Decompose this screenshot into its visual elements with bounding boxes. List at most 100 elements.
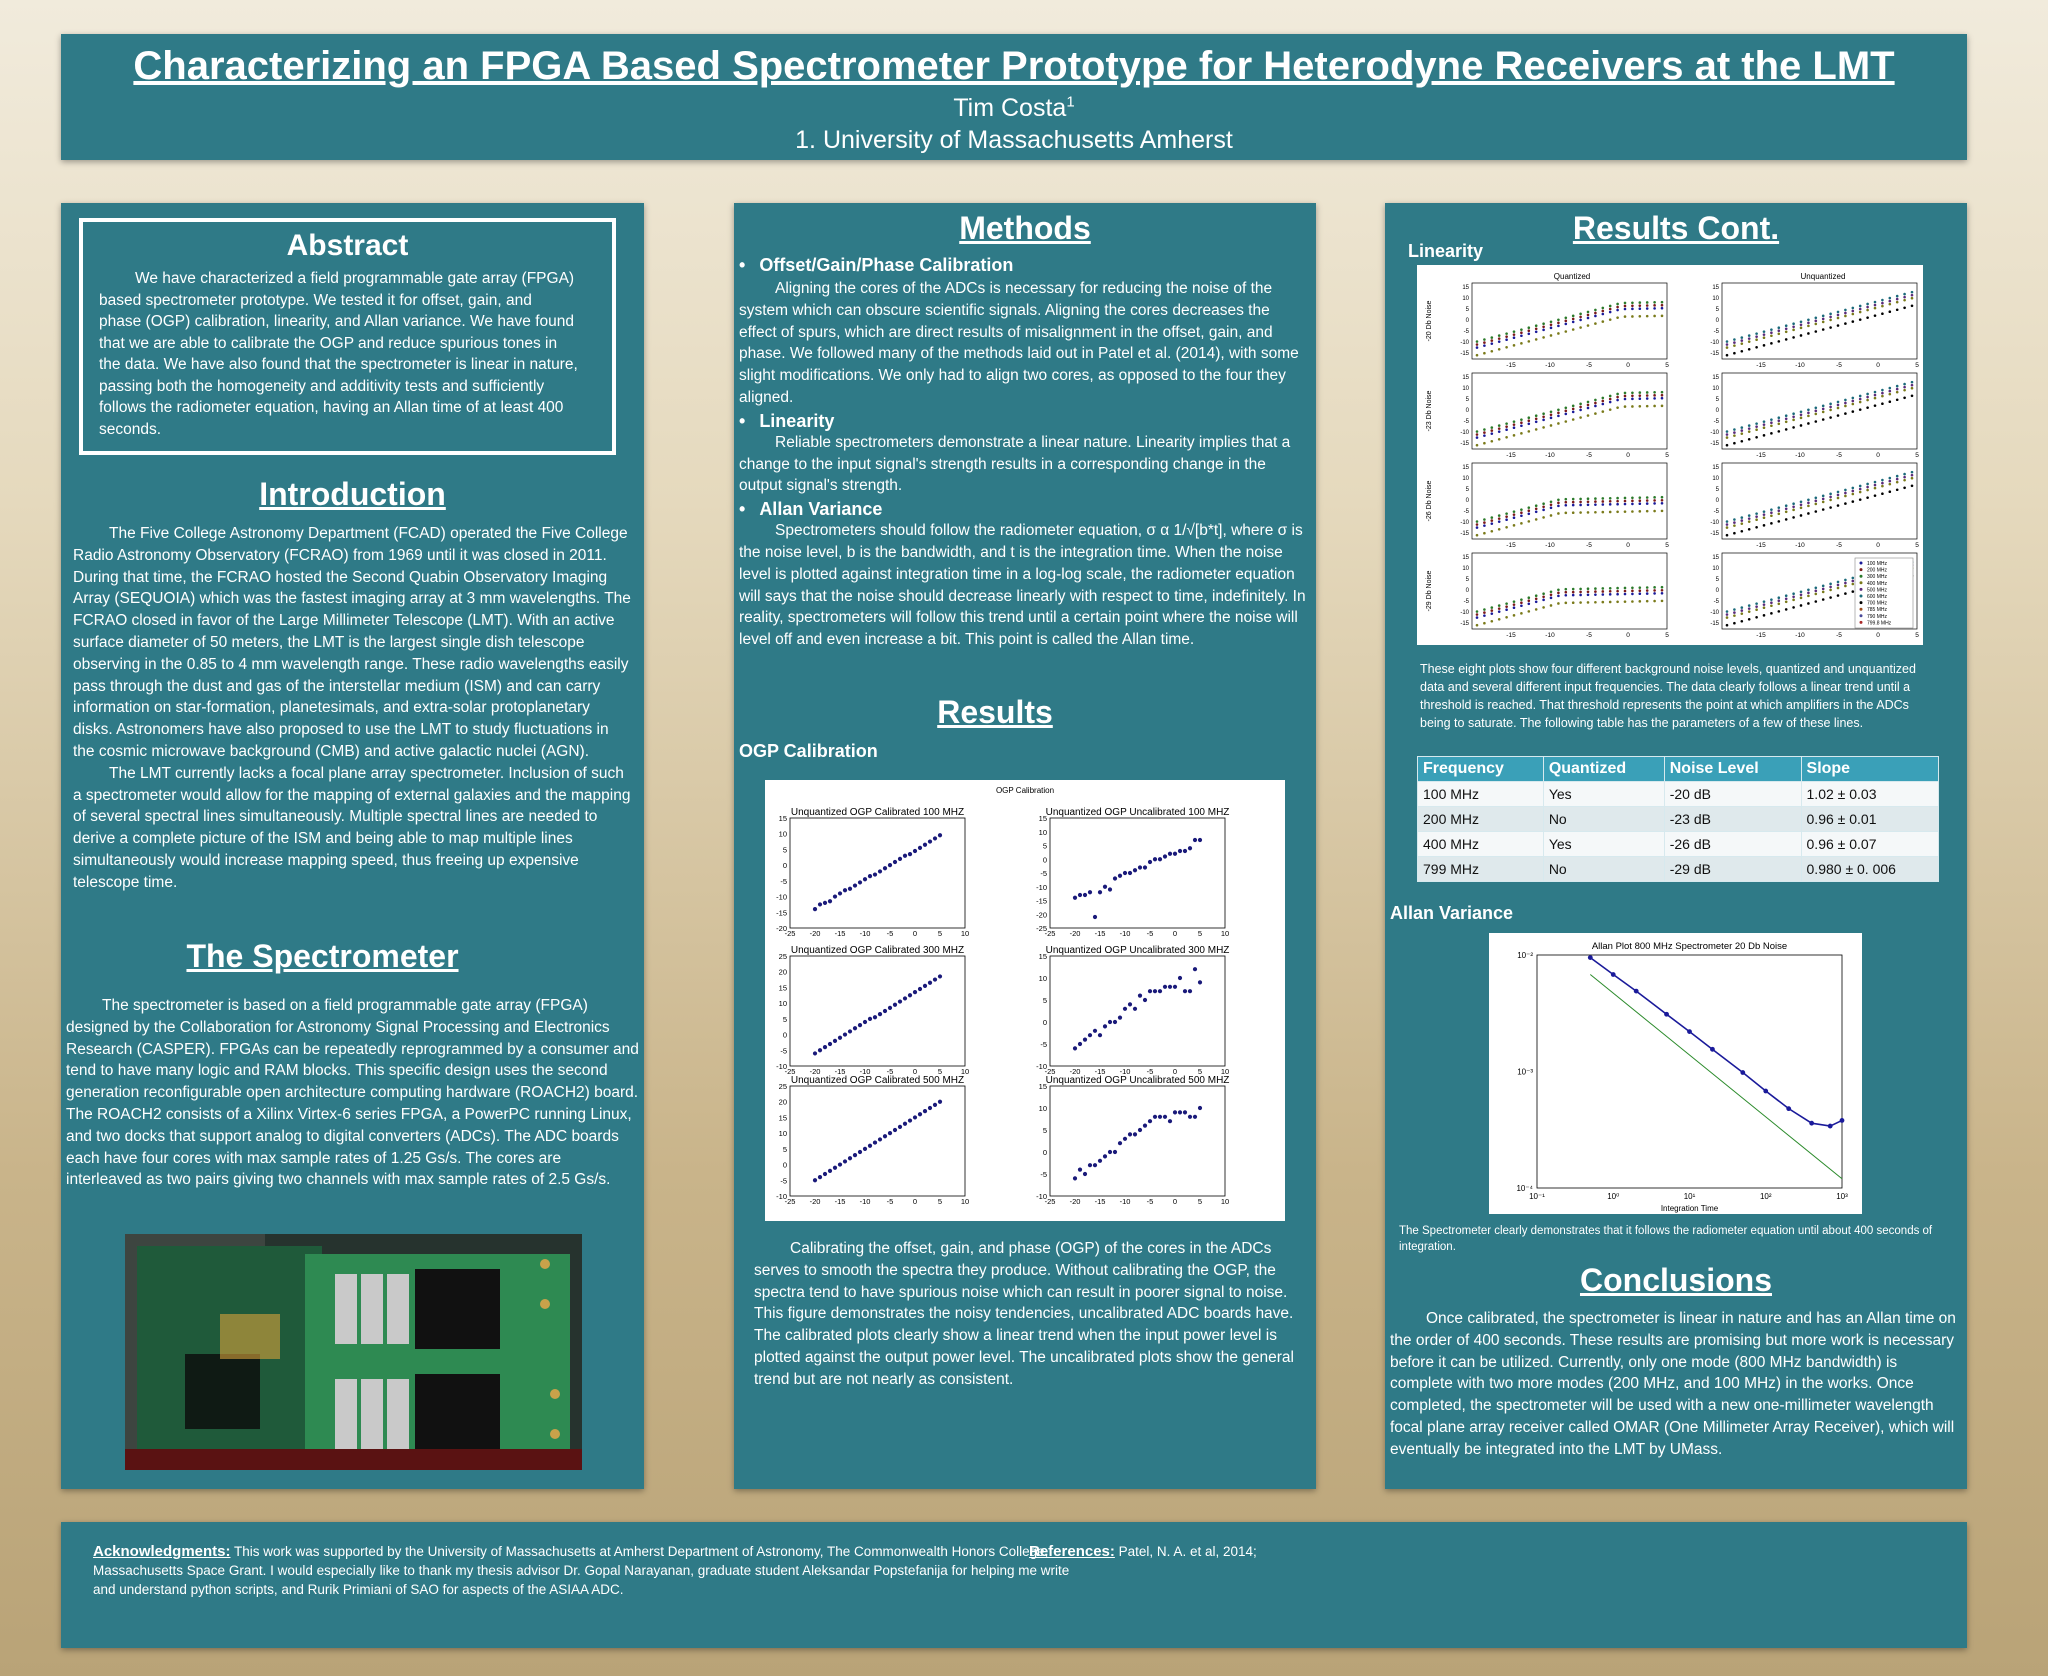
data-point xyxy=(1483,341,1486,344)
data-point xyxy=(1594,322,1597,325)
x-tick-label: 10 xyxy=(1221,929,1229,938)
y-tick-label: 10 xyxy=(1039,828,1047,837)
data-point xyxy=(817,1048,823,1053)
table-cell: 0.980 ± 0. 006 xyxy=(1800,856,1940,882)
data-point xyxy=(1549,503,1553,507)
data-point xyxy=(1623,301,1627,305)
data-point xyxy=(1497,340,1501,343)
data-point xyxy=(1542,505,1545,509)
data-point xyxy=(1549,410,1553,414)
data-point xyxy=(1784,594,1788,598)
data-point xyxy=(1534,327,1538,331)
data-point xyxy=(1910,296,1914,300)
x-tick-label: -20 xyxy=(1070,1067,1081,1076)
data-point xyxy=(1777,422,1781,426)
data-point xyxy=(822,1045,828,1050)
data-point xyxy=(1740,529,1744,533)
data-point xyxy=(1182,848,1188,854)
data-point xyxy=(1814,420,1818,423)
acknowledgments: Acknowledgments: This work was supported… xyxy=(93,1542,1078,1599)
data-point xyxy=(1571,497,1575,501)
data-point xyxy=(1122,1006,1128,1011)
measured-point xyxy=(1687,1029,1692,1035)
x-tick-label: -10 xyxy=(1120,929,1131,938)
data-point xyxy=(1653,301,1656,304)
data-point xyxy=(1579,601,1582,604)
table-header: Quantized xyxy=(1542,756,1665,782)
data-point xyxy=(1755,518,1758,521)
data-point xyxy=(1836,400,1840,404)
data-point xyxy=(1888,490,1892,494)
abstract-box: Abstract We have characterized a field p… xyxy=(77,216,618,457)
data-point xyxy=(1579,312,1582,316)
x-tick-label: 10³ xyxy=(1836,1192,1848,1201)
data-point xyxy=(1762,513,1766,516)
data-point xyxy=(1616,392,1619,396)
y-tick-label: 0 xyxy=(1466,408,1470,414)
data-point xyxy=(1784,414,1788,418)
data-point xyxy=(1579,511,1582,514)
data-point xyxy=(1844,578,1847,582)
subplot-frame xyxy=(1049,955,1226,1067)
data-point xyxy=(877,1012,883,1017)
data-point xyxy=(1844,494,1847,498)
data-point xyxy=(1631,394,1634,398)
data-point xyxy=(1082,1037,1088,1042)
data-point xyxy=(1725,520,1729,523)
data-point xyxy=(1770,511,1773,515)
data-point xyxy=(1660,300,1664,304)
spectrometer-title: The Spectrometer xyxy=(186,938,459,974)
data-point xyxy=(1821,317,1825,321)
x-tick-label: -5 xyxy=(1836,632,1842,639)
x-tick-label: -20 xyxy=(810,929,821,938)
data-point xyxy=(1725,610,1729,613)
data-point xyxy=(1770,421,1773,425)
data-point xyxy=(1564,503,1568,507)
data-point xyxy=(1092,914,1098,920)
data-point xyxy=(1557,504,1560,508)
data-point xyxy=(1777,520,1781,523)
data-point xyxy=(1087,1033,1093,1038)
data-point xyxy=(1512,606,1516,610)
table-row: 200 MHz No -23 dB 0.96 ± 0.01 xyxy=(1417,806,1940,832)
data-point xyxy=(1645,304,1649,307)
acknowledgments-label: Acknowledgments: xyxy=(93,1543,231,1560)
data-point xyxy=(1483,351,1486,355)
data-point xyxy=(927,839,933,844)
data-point xyxy=(1601,590,1605,593)
data-point xyxy=(1157,1114,1163,1119)
data-point xyxy=(1192,837,1198,843)
data-point xyxy=(1792,592,1795,596)
data-point xyxy=(1873,390,1877,394)
data-point xyxy=(912,990,918,995)
data-point xyxy=(1836,583,1840,587)
data-point xyxy=(1638,589,1642,592)
x-tick-label: 0 xyxy=(1876,452,1880,459)
data-point xyxy=(1725,340,1729,343)
data-point xyxy=(917,986,923,992)
x-tick-label: -15 xyxy=(1095,1067,1106,1076)
data-point xyxy=(1829,408,1832,412)
table-cell: 0.96 ± 0.07 xyxy=(1800,831,1940,857)
linearity-figure: Quantized Unquantized -20 Db Noise -15 -10… xyxy=(1417,265,1923,645)
data-point xyxy=(1881,388,1884,392)
data-point xyxy=(1895,390,1899,394)
y-tick-label: 10 xyxy=(779,1129,787,1138)
data-point xyxy=(1777,340,1781,343)
y-tick-label: -5 xyxy=(780,1046,787,1055)
x-tick-label: -10 xyxy=(1545,542,1555,549)
data-point xyxy=(1527,602,1531,606)
y-tick-label: 10⁻³ xyxy=(1517,1068,1533,1077)
y-tick-label: -5 xyxy=(1464,419,1470,425)
data-point xyxy=(1490,439,1494,443)
data-point xyxy=(1755,428,1758,431)
data-point xyxy=(1844,398,1847,402)
data-point xyxy=(882,1134,888,1139)
y-tick-label: -10 xyxy=(1710,340,1719,346)
data-point xyxy=(1549,424,1553,427)
data-point xyxy=(1814,510,1818,513)
data-point xyxy=(1858,304,1862,308)
methods-allan-heading: • Allan Variance xyxy=(739,499,883,520)
data-point xyxy=(827,1168,833,1173)
y-tick-label: 15 xyxy=(1039,1082,1047,1091)
